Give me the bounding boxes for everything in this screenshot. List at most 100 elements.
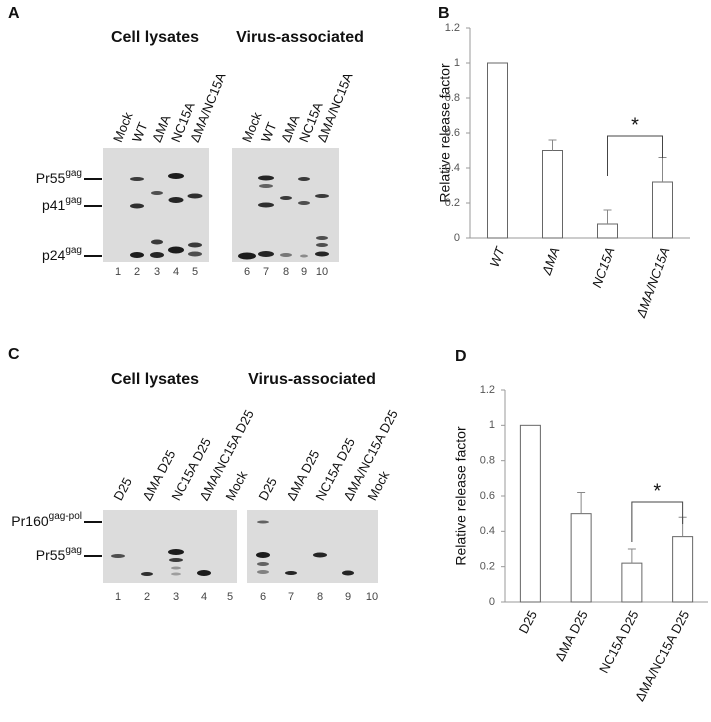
marker-label: Pr55gag — [36, 168, 82, 186]
bar — [487, 62, 508, 239]
y-tick-label: 0.4 — [445, 162, 460, 174]
band — [259, 184, 273, 188]
marker-name: Pr160 — [11, 513, 49, 529]
band — [151, 239, 163, 245]
lane-number: 3 — [173, 591, 179, 603]
band — [168, 197, 184, 203]
band — [111, 554, 125, 558]
lane-number: 9 — [345, 591, 351, 603]
band — [130, 203, 144, 209]
y-tick-label: 0 — [454, 232, 460, 244]
y-tick-label: 0 — [489, 596, 495, 608]
y-tick-label: 1.2 — [445, 22, 460, 34]
lane-number: 5 — [192, 266, 198, 278]
panel-label: D — [455, 348, 467, 365]
marker-label: Pr160gag-pol — [11, 511, 82, 529]
band — [257, 562, 269, 566]
band — [256, 552, 270, 558]
band — [257, 520, 269, 524]
band — [238, 252, 256, 260]
significance-bracket — [631, 501, 684, 542]
band — [168, 549, 184, 555]
y-axis-title: Relative release factor — [453, 426, 469, 566]
y-tick-label: 0.6 — [480, 490, 495, 502]
blot-title: Virus-associated — [236, 29, 364, 46]
panel-label: B — [438, 5, 450, 22]
band — [342, 570, 354, 576]
y-tick-label: 1 — [454, 57, 460, 69]
blot-title: Cell lysates — [111, 371, 199, 388]
lane-number: 2 — [134, 266, 140, 278]
lane-label: WT — [129, 120, 151, 144]
band — [257, 570, 269, 574]
bar — [597, 223, 618, 239]
lane-number: 4 — [173, 266, 179, 278]
lane-number: 10 — [366, 591, 378, 603]
y-tick-label: 1 — [489, 419, 495, 431]
lane-number: 9 — [301, 266, 307, 278]
marker-name: p24 — [42, 247, 66, 263]
band — [258, 202, 274, 208]
band — [150, 252, 164, 258]
band — [171, 572, 181, 576]
band — [298, 201, 310, 205]
band — [151, 191, 163, 195]
band — [258, 251, 274, 257]
y-tick-label: 1.2 — [480, 384, 495, 396]
band — [188, 242, 202, 248]
significance-mark: * — [631, 114, 639, 136]
marker-name: p41 — [42, 197, 66, 213]
lane-label: WT — [258, 120, 280, 144]
band — [315, 251, 329, 257]
lane-number: 6 — [244, 266, 250, 278]
panel-label: C — [8, 346, 20, 363]
band — [315, 194, 329, 198]
bar — [621, 562, 643, 603]
error-bar — [603, 209, 612, 224]
band — [316, 236, 328, 240]
bar — [519, 424, 541, 603]
lane-number: 6 — [260, 591, 266, 603]
blot-title: Cell lysates — [111, 29, 199, 46]
band — [197, 570, 211, 576]
bar — [672, 536, 694, 603]
band — [313, 552, 327, 558]
lane-number: 8 — [283, 266, 289, 278]
marker-label: Pr55gag — [36, 545, 82, 563]
band — [141, 572, 153, 576]
band — [316, 243, 328, 247]
y-tick-label: 0.2 — [480, 561, 495, 573]
lane-number: 3 — [154, 266, 160, 278]
band — [188, 251, 202, 257]
significance-mark: * — [653, 480, 661, 502]
bar — [570, 513, 592, 603]
bar — [542, 150, 563, 239]
error-bar — [577, 491, 586, 514]
band — [169, 558, 183, 562]
panel-label: A — [8, 5, 20, 22]
lane-number: 1 — [115, 266, 121, 278]
blot — [103, 510, 237, 583]
lane-number: 7 — [263, 266, 269, 278]
band — [171, 566, 181, 570]
band — [280, 196, 292, 200]
band — [168, 246, 184, 254]
blot-title: Virus-associated — [248, 371, 376, 388]
marker-name: Pr55 — [36, 547, 66, 563]
x-tick-label: WT — [487, 244, 508, 269]
lane-number: 5 — [227, 591, 233, 603]
y-tick-label: 0.4 — [480, 525, 495, 537]
bar — [652, 181, 673, 239]
error-bar — [548, 139, 557, 151]
lane-number: 2 — [144, 591, 150, 603]
marker-superscript: gag — [65, 245, 82, 256]
y-axis-title: Relative release factor — [437, 63, 453, 203]
lane-number: 4 — [201, 591, 207, 603]
significance-bracket — [607, 135, 663, 176]
band — [300, 254, 308, 258]
band — [280, 253, 292, 257]
lane-number: 7 — [288, 591, 294, 603]
band — [130, 177, 144, 181]
lane-number: 10 — [316, 266, 328, 278]
